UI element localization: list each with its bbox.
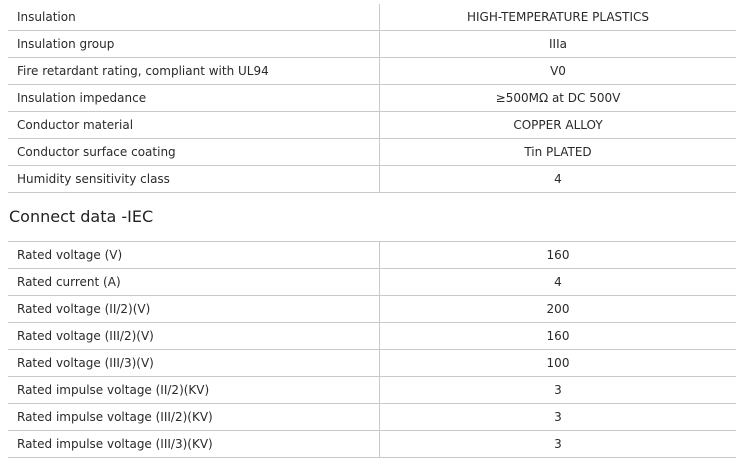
row-value: 160: [379, 241, 736, 269]
table-row: Insulation HIGH-TEMPERATURE PLASTICS: [8, 4, 736, 31]
row-label: Rated current (A): [8, 268, 380, 296]
row-label: Rated impulse voltage (III/3)(KV): [8, 430, 380, 458]
table-row: Rated current (A) 4: [8, 268, 736, 296]
row-value: V0: [379, 57, 736, 85]
row-label: Rated voltage (II/2)(V): [8, 295, 380, 323]
table-row: Rated impulse voltage (II/2)(KV) 3: [8, 376, 736, 404]
table-row: Rated voltage (V) 160: [8, 241, 736, 269]
row-value: 3: [379, 403, 736, 431]
row-value: 200: [379, 295, 736, 323]
row-label: Humidity sensitivity class: [8, 165, 380, 193]
row-value: 100: [379, 349, 736, 377]
row-label: Insulation group: [8, 30, 380, 58]
table-row: Conductor surface coating Tin PLATED: [8, 138, 736, 166]
row-label: Conductor material: [8, 111, 380, 139]
row-value: HIGH-TEMPERATURE PLASTICS: [379, 4, 736, 31]
row-label: Fire retardant rating, compliant with UL…: [8, 57, 380, 85]
row-value: 3: [379, 430, 736, 458]
row-value: 3: [379, 376, 736, 404]
row-value: 160: [379, 322, 736, 350]
table-row: Rated voltage (III/2)(V) 160: [8, 322, 736, 350]
row-label: Rated impulse voltage (II/2)(KV): [8, 376, 380, 404]
table-row: Insulation impedance ≥500MΩ at DC 500V: [8, 84, 736, 112]
iec-table: Rated voltage (V) 160 Rated current (A) 4 Ra…: [8, 241, 736, 458]
row-label: Insulation impedance: [8, 84, 380, 112]
table-row: Insulation group IIIa: [8, 30, 736, 58]
row-label: Insulation: [8, 4, 380, 31]
row-value: IIIa: [379, 30, 736, 58]
table-row: Rated impulse voltage (III/2)(KV) 3: [8, 403, 736, 431]
table-row: Fire retardant rating, compliant with UL…: [8, 57, 736, 85]
properties-table: Insulation HIGH-TEMPERATURE PLASTICS Insul…: [8, 4, 736, 193]
table-row: Rated voltage (III/3)(V) 100: [8, 349, 736, 377]
section-title: Connect data -IEC: [9, 207, 154, 226]
row-label: Rated impulse voltage (III/2)(KV): [8, 403, 380, 431]
row-value: 4: [379, 268, 736, 296]
row-value: Tin PLATED: [379, 138, 736, 166]
table-row: Humidity sensitivity class 4: [8, 165, 736, 193]
table-row: Rated impulse voltage (III/3)(KV) 3: [8, 430, 736, 458]
table-row: Conductor material COPPER ALLOY: [8, 111, 736, 139]
row-value: 4: [379, 165, 736, 193]
row-label: Rated voltage (III/2)(V): [8, 322, 380, 350]
row-label: Conductor surface coating: [8, 138, 380, 166]
row-value: ≥500MΩ at DC 500V: [379, 84, 736, 112]
row-label: Rated voltage (V): [8, 241, 380, 269]
row-label: Rated voltage (III/3)(V): [8, 349, 380, 377]
table-row: Rated voltage (II/2)(V) 200: [8, 295, 736, 323]
row-value: COPPER ALLOY: [379, 111, 736, 139]
